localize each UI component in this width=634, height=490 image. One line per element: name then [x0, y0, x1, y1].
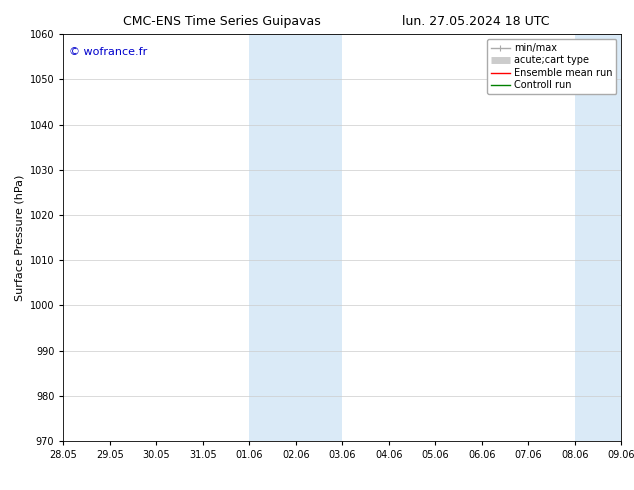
Text: CMC-ENS Time Series Guipavas: CMC-ENS Time Series Guipavas	[123, 15, 321, 28]
Y-axis label: Surface Pressure (hPa): Surface Pressure (hPa)	[14, 174, 24, 301]
Bar	[249, 34, 342, 441]
Text: © wofrance.fr: © wofrance.fr	[69, 47, 147, 56]
Bar	[575, 34, 621, 441]
Text: lun. 27.05.2024 18 UTC: lun. 27.05.2024 18 UTC	[402, 15, 549, 28]
Legend: min/max, acute;cart type, Ensemble mean run, Controll run: min/max, acute;cart type, Ensemble mean …	[487, 39, 616, 94]
